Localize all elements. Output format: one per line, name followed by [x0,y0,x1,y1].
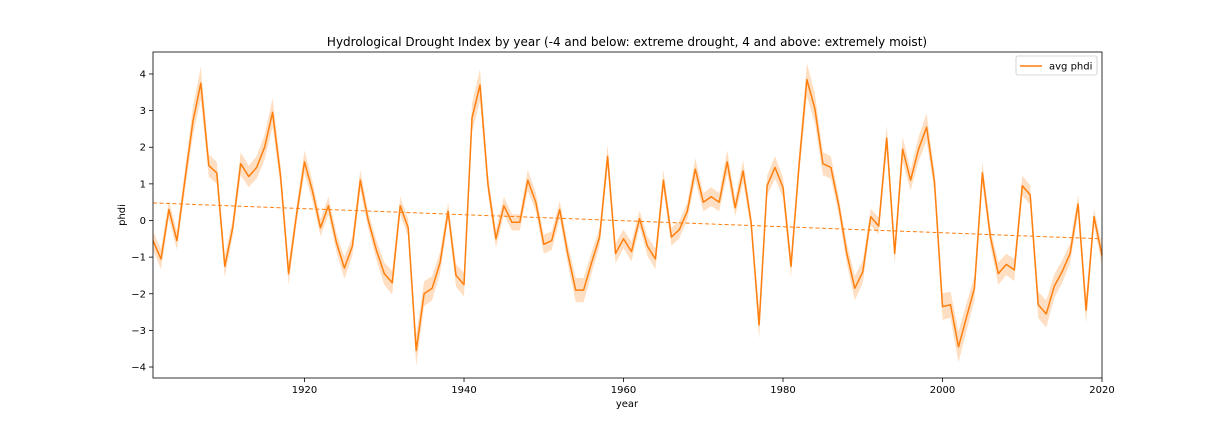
y-axis-label: phdi [117,204,128,226]
x-tick-label: 1980 [770,385,795,396]
y-tick-label: 4 [140,69,146,80]
trend-line [152,202,1103,240]
series-line-layer [152,78,1103,352]
x-tick-label: 2000 [930,385,955,396]
y-tick-label: −4 [131,363,146,374]
x-tick-label: 1940 [451,385,476,396]
legend-label: avg phdi [1049,62,1092,73]
confidence-band-layer [153,63,1102,367]
chart-title: Hydrological Drought Index by year (-4 a… [327,35,927,49]
y-tick-label: 1 [140,179,146,190]
y-tick-label: −1 [131,253,146,264]
x-axis: 1920 1940 1960 1980 2000 2020 [292,378,1115,396]
x-tick-label: 1920 [292,385,317,396]
x-tick-label: 1960 [611,385,636,396]
plot-area [152,51,1103,379]
confidence-band [153,63,1102,367]
y-tick-label: −3 [131,326,146,337]
trend-line-layer [152,202,1103,240]
series-line-avg-phdi [152,78,1103,352]
y-axis: −4 −3 −2 −1 0 1 2 3 4 [131,69,153,374]
legend-box [1015,55,1098,76]
y-tick-label: 0 [140,216,146,227]
x-axis-label: year [616,399,639,410]
y-tick-label: 3 [140,106,146,117]
y-tick-label: 2 [140,143,146,154]
legend: avg phdi [1015,55,1098,76]
y-tick-label: −2 [131,289,146,300]
x-tick-label: 2020 [1089,385,1114,396]
axes-frame [152,51,1103,379]
